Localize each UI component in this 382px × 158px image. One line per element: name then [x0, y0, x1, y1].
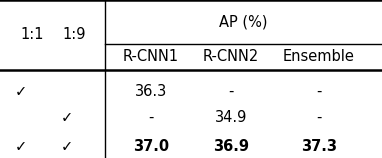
- Text: -: -: [228, 84, 234, 99]
- Text: 37.0: 37.0: [133, 139, 169, 154]
- Text: 36.9: 36.9: [213, 139, 249, 154]
- Text: -: -: [316, 84, 322, 99]
- Text: R-CNN1: R-CNN1: [123, 49, 179, 64]
- Text: AP (%): AP (%): [219, 15, 268, 30]
- Text: 1:9: 1:9: [63, 27, 86, 42]
- Text: R-CNN2: R-CNN2: [203, 49, 259, 64]
- Text: ✓: ✓: [15, 139, 27, 154]
- Text: 36.3: 36.3: [135, 84, 167, 99]
- Text: -: -: [148, 110, 154, 125]
- Text: ✓: ✓: [15, 84, 27, 99]
- Text: 34.9: 34.9: [215, 110, 247, 125]
- Text: ✓: ✓: [61, 110, 73, 125]
- Text: 1:1: 1:1: [21, 27, 44, 42]
- Text: Ensemble: Ensemble: [283, 49, 355, 64]
- Text: 37.3: 37.3: [301, 139, 337, 154]
- Text: ✓: ✓: [61, 139, 73, 154]
- Text: -: -: [316, 110, 322, 125]
